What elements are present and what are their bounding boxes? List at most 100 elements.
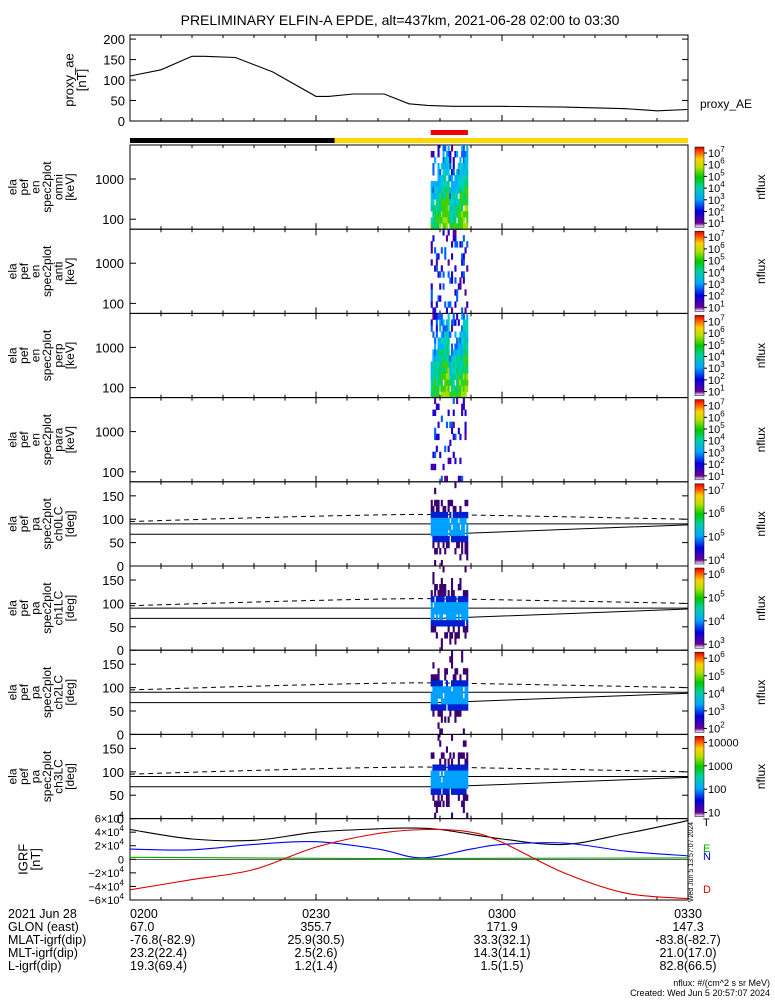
spec-pixel <box>430 367 433 374</box>
spec-pixel <box>456 710 459 717</box>
spec-pixel <box>464 548 467 555</box>
spec-pixel <box>454 602 457 609</box>
spec-pixel <box>430 391 433 398</box>
spec-pixel <box>430 361 433 368</box>
spec-pixel <box>447 776 450 783</box>
spec-pixel <box>451 427 454 435</box>
spec-pixel <box>457 782 460 789</box>
spec-pixel <box>462 704 465 711</box>
spec-pixel <box>445 511 448 519</box>
spec-pixel <box>451 812 454 819</box>
spec-pixel <box>451 181 454 188</box>
spec-pixel <box>459 692 462 699</box>
spec-pixel <box>430 463 433 471</box>
spec-pixel <box>444 325 447 332</box>
colorbar-6 <box>694 651 705 733</box>
spec-pixel <box>451 145 454 152</box>
spec-panel-frame-0 <box>129 144 689 230</box>
spec-pixel <box>444 620 447 627</box>
spec-pixel <box>430 241 433 248</box>
spec-pixel <box>464 331 467 338</box>
spec-pixel <box>435 674 438 681</box>
ylabel-line: spec2plot <box>40 329 54 381</box>
spec-pixel <box>430 602 433 609</box>
spec-pixel <box>434 487 437 495</box>
colorbar-label: nflux <box>754 259 768 284</box>
spec-pixel <box>464 608 467 615</box>
spec-pixel <box>444 217 447 224</box>
spec-pixel <box>457 211 460 218</box>
spec-pixel <box>456 373 459 380</box>
spec-pixel <box>456 523 459 531</box>
spec-pixel <box>434 590 437 597</box>
spec-pixel <box>461 656 464 663</box>
spec-pixel <box>437 403 440 410</box>
spec-pixel <box>435 445 438 453</box>
spec-pixel <box>462 253 465 260</box>
spec-pixel <box>454 614 457 621</box>
ylabel-line: pef <box>17 431 31 448</box>
spec-pixel <box>445 187 448 194</box>
colorbar-tick-label: 101 <box>708 468 725 483</box>
spec-ytick-label: 0 <box>117 559 124 574</box>
spec-pixel <box>447 187 450 194</box>
spec-pixel <box>439 199 442 206</box>
spec-pixel <box>444 548 447 555</box>
footer-cell: 2.5(2.6) <box>294 946 337 960</box>
spec-pixel <box>464 776 467 783</box>
colorbar-tick-label: 102 <box>708 204 725 219</box>
spec-pixel <box>440 710 443 717</box>
colorbar-tick-label: 107 <box>708 398 725 413</box>
spec-pixel <box>439 337 442 344</box>
spec-pixel <box>444 608 447 615</box>
spec-pixel <box>435 391 438 398</box>
spec-pixel <box>461 523 464 531</box>
spec-pixel <box>461 529 464 537</box>
spec-pixel <box>445 692 448 699</box>
spec-pixel <box>466 211 469 218</box>
colorbar-2 <box>694 315 705 396</box>
spec-pixel <box>444 373 447 380</box>
spec-pixel <box>466 782 469 789</box>
spec-pixel <box>454 505 457 513</box>
spec-pixel <box>434 523 437 531</box>
spec-pixel <box>430 782 433 789</box>
spec-pixel <box>447 337 450 344</box>
spec-pixel <box>456 788 459 795</box>
spec-pixel <box>461 517 464 525</box>
spec-pixel <box>449 205 452 212</box>
spec-pixel <box>432 764 435 771</box>
spec-pixel <box>452 505 455 513</box>
spec-pixel <box>432 367 435 374</box>
spec-pixel <box>457 391 460 398</box>
spec-pixel <box>451 614 454 621</box>
spec-pixel <box>432 698 435 705</box>
spec-pixel <box>435 800 438 807</box>
spec-pixel <box>447 325 450 332</box>
spec-pixel <box>466 626 469 633</box>
spec-pixel <box>439 283 442 290</box>
spec-pixel <box>462 235 465 242</box>
spec-pixel <box>447 259 450 266</box>
spec-pixel <box>434 397 437 404</box>
spec-pixel <box>451 578 454 585</box>
spec-pixel <box>454 355 457 362</box>
colorbar-1 <box>694 230 705 312</box>
spec-pixel <box>451 277 454 284</box>
spec-pixel <box>444 686 447 693</box>
spec-pixel <box>442 175 445 182</box>
colorbar-tick-label: 107 <box>708 145 725 160</box>
spec-pixel <box>461 379 464 386</box>
spec-pixel <box>452 770 455 777</box>
spec-pixel <box>449 379 452 386</box>
spec-pixel <box>442 704 445 711</box>
spec-pixel <box>462 199 465 206</box>
spec-pixel <box>459 193 462 200</box>
spec-pixel <box>451 584 454 591</box>
spec-pixel <box>466 758 469 765</box>
spec-pixel <box>440 331 443 338</box>
spec-pixel <box>462 403 465 410</box>
spec-pixel <box>440 535 443 543</box>
spec-pixel <box>439 608 442 615</box>
